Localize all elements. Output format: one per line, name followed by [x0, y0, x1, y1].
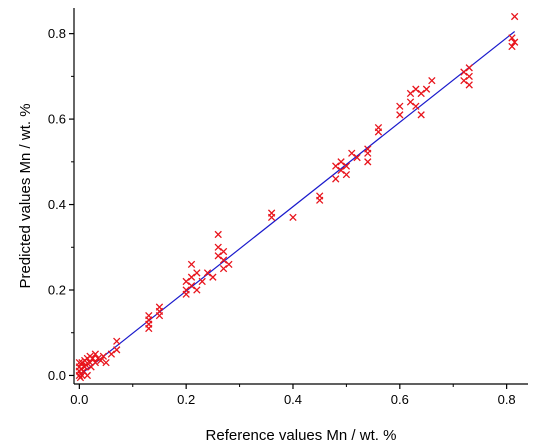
data-point — [81, 363, 89, 371]
data-point — [396, 111, 404, 119]
data-point — [187, 282, 196, 290]
data-point — [182, 277, 190, 286]
x-axis-title: Reference values Mn / wt. % — [206, 427, 397, 444]
data-point — [113, 346, 121, 354]
data-point — [97, 356, 105, 365]
data-point — [99, 352, 108, 360]
data-point — [332, 162, 340, 170]
data-point — [78, 371, 86, 380]
y-tick-label: 0.2 — [48, 283, 66, 298]
y-tick-label: 0.8 — [48, 26, 66, 41]
fit-line-group — [78, 31, 516, 376]
data-point — [198, 277, 206, 286]
data-point — [209, 273, 217, 281]
data-point — [465, 81, 473, 89]
data-point — [193, 269, 201, 277]
data-point — [102, 358, 110, 367]
data-point — [465, 72, 473, 81]
data-point — [214, 243, 222, 251]
data-point — [187, 260, 196, 269]
data-point — [348, 149, 356, 157]
data-point — [113, 337, 121, 345]
data-point — [182, 290, 190, 298]
data-point — [225, 260, 233, 269]
data-point — [155, 307, 164, 316]
x-tick-label: 0.4 — [284, 392, 302, 407]
axes — [73, 8, 528, 385]
data-point — [86, 358, 94, 367]
x-tick-label: 0.8 — [498, 392, 516, 407]
data-point — [417, 111, 425, 119]
fit-line — [78, 31, 516, 376]
data-point — [145, 311, 153, 320]
x-tick-label: 0.6 — [391, 392, 409, 407]
data-point — [219, 256, 228, 264]
x-tick-label: 0.2 — [177, 392, 195, 407]
data-point — [91, 350, 100, 358]
data-point — [342, 170, 351, 179]
data-point — [364, 158, 372, 166]
data-point — [465, 64, 473, 72]
data-point — [406, 89, 415, 98]
data-point — [75, 358, 84, 367]
data-point — [91, 358, 100, 367]
data-point — [214, 230, 222, 239]
data-point — [374, 123, 383, 132]
data-point — [89, 354, 97, 363]
x-tick-label: 0.0 — [70, 392, 88, 407]
data-point — [214, 252, 222, 260]
data-point — [364, 149, 372, 157]
y-tick-label: 0.6 — [48, 112, 66, 127]
data-point — [460, 76, 468, 85]
ticks: 0.0 0.2 0.4 0.6 0.8 0.0 0.2 0.4 0.6 0.8 — [48, 26, 516, 407]
data-point — [193, 286, 201, 294]
data-point — [267, 209, 276, 217]
data-point — [460, 68, 468, 76]
data-point — [422, 85, 431, 93]
data-point — [508, 34, 516, 42]
data-point — [219, 247, 228, 256]
y-axis-title: Predicted values Mn / wt. % — [17, 103, 34, 288]
data-point — [428, 76, 436, 85]
data-point — [187, 273, 196, 281]
data-point — [406, 98, 415, 106]
data-point — [83, 371, 92, 380]
data-point — [510, 12, 519, 21]
data-point — [203, 269, 212, 277]
data-point — [508, 42, 516, 51]
data-point — [417, 89, 425, 98]
data-point — [412, 85, 420, 93]
y-tick-label: 0.4 — [48, 197, 66, 212]
data-point — [396, 102, 404, 110]
data-point — [342, 162, 351, 170]
data-point — [82, 361, 90, 369]
data-point — [289, 213, 297, 222]
data-point — [412, 102, 420, 110]
data-points — [75, 12, 519, 382]
data-point — [337, 166, 345, 175]
data-point — [353, 153, 361, 162]
data-point — [316, 192, 324, 200]
data-point — [337, 158, 345, 166]
data-point — [219, 264, 228, 273]
y-tick-label: 0.0 — [48, 368, 66, 383]
data-point — [510, 38, 519, 46]
data-point — [332, 175, 340, 183]
data-point — [107, 350, 116, 358]
data-point — [145, 320, 153, 328]
